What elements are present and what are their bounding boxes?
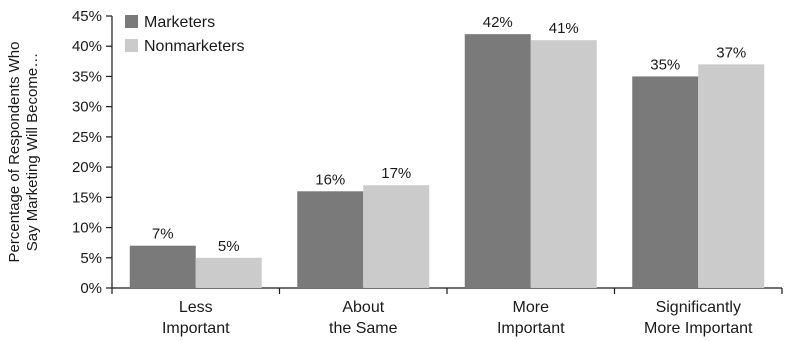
x-category-label: Less	[179, 299, 213, 316]
bar-data-label: 16%	[315, 171, 345, 188]
bar-nonmarketers	[698, 64, 765, 288]
y-tick-label: 15%	[72, 189, 102, 206]
x-category-label: Important	[162, 320, 230, 337]
bars: 7% 5% 16% 17% 42% 41% 35% 37%	[129, 14, 765, 289]
bar-data-label: 42%	[483, 14, 513, 31]
y-axis: 0% 5% 10% 15% 20% 25% 30% 35% 40% 45%	[72, 8, 113, 297]
y-axis-title: Percentage of Respondents Who Say Marketi…	[6, 42, 41, 263]
bar-marketers	[632, 76, 699, 288]
y-tick-label: 35%	[72, 68, 102, 85]
y-tick-label: 20%	[72, 159, 102, 176]
legend: Marketers Nonmarketers	[125, 14, 244, 55]
y-axis-title-line: Percentage of Respondents Who	[6, 42, 23, 263]
legend-swatch	[125, 15, 138, 28]
y-tick-label: 5%	[80, 250, 102, 267]
bar-nonmarketers	[363, 185, 430, 288]
bar-data-label: 5%	[218, 238, 240, 255]
y-tick-label: 40%	[72, 38, 102, 55]
y-tick-label: 30%	[72, 99, 102, 116]
bar-marketers	[129, 245, 196, 288]
bar-data-label: 41%	[549, 20, 579, 37]
legend-label: Marketers	[144, 14, 215, 31]
bar-data-label: 35%	[650, 56, 680, 73]
legend-label: Nonmarketers	[144, 38, 244, 55]
x-category-label: the Same	[329, 320, 398, 337]
y-tick-label: 0%	[80, 280, 102, 297]
bar-nonmarketers	[195, 257, 262, 288]
y-tick-label: 10%	[72, 220, 102, 237]
x-category-label: Significantly	[656, 299, 741, 316]
x-category-label: More	[513, 299, 550, 316]
y-axis-title-line: Say Marketing Will Become…	[24, 53, 41, 251]
bar-data-label: 7%	[152, 226, 174, 243]
x-category-label: Important	[497, 320, 565, 337]
bar-data-label: 37%	[716, 44, 746, 61]
bar-marketers	[297, 191, 364, 288]
legend-swatch	[125, 39, 138, 52]
bar-data-label: 17%	[381, 165, 411, 182]
bar-nonmarketers	[530, 40, 597, 288]
x-axis: Less Important About the Same More Important S…	[111, 287, 783, 337]
x-category-label: About	[342, 299, 384, 316]
y-tick-label: 25%	[72, 129, 102, 146]
x-category-label: More Important	[644, 320, 753, 337]
y-tick-label: 45%	[72, 8, 102, 25]
bar-marketers	[464, 34, 531, 289]
